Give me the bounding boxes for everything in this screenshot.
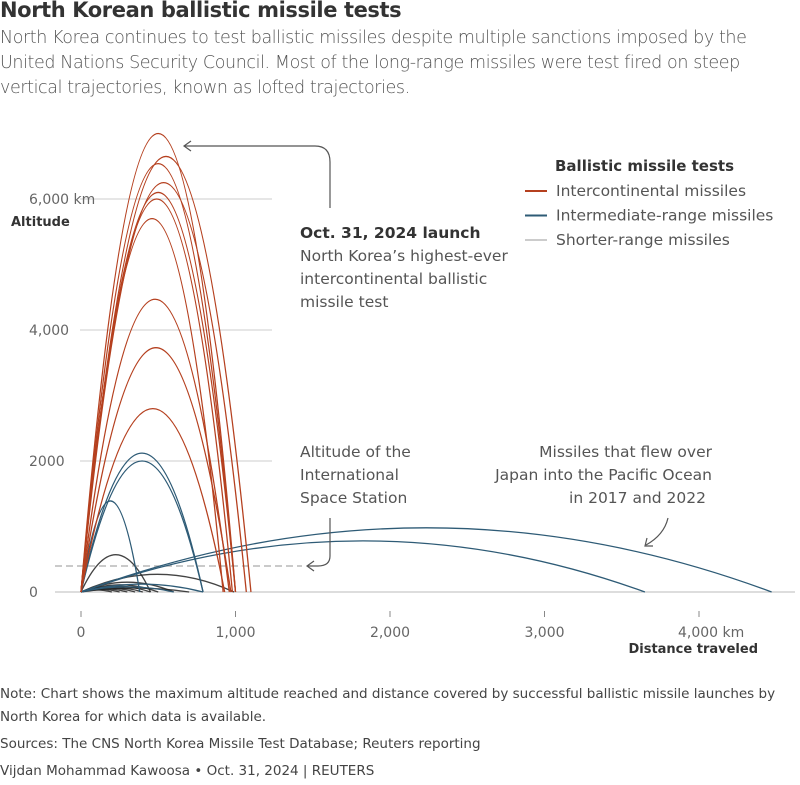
trajectory-intercontinental-missiles [80, 298, 230, 593]
legend-item: Intermediate-range missiles [556, 207, 773, 225]
trajectory-intermediate-range-missiles [80, 527, 772, 593]
japan-connector [645, 517, 669, 546]
legend: Ballistic missile tests Intercontinental… [525, 157, 773, 249]
y-tick-label: 2000 [29, 454, 65, 470]
x-tick-label: 4,000 km [678, 625, 744, 641]
highest-annotation-title: Oct. 31, 2024 launch [300, 224, 481, 242]
trajectory-intercontinental-missiles [80, 132, 237, 593]
trajectory-intercontinental-missiles [80, 407, 226, 593]
legend-title: Ballistic missile tests [555, 157, 734, 175]
x-tick-label: 0 [77, 625, 86, 641]
highest-annotation-line: missile test [300, 293, 388, 311]
trajectory-intermediate-range-missiles [80, 540, 646, 593]
sources: Sources: The CNS North Korea Missile Tes… [0, 736, 481, 752]
highest-annotation-line: intercontinental ballistic [300, 270, 487, 288]
y-axis-labels: Altitude 0 2000 4,000 6,000 km [11, 192, 95, 601]
trajectory-intercontinental-missiles [80, 182, 247, 593]
x-tick-label: 3,000 [524, 625, 564, 641]
x-axis-title: Distance traveled [628, 642, 758, 657]
y-axis-title: Altitude [11, 215, 70, 230]
iss-connector [308, 518, 331, 567]
highest-annotation-line: North Korea’s highest-ever [300, 247, 508, 265]
trajectory-shorter-range-missiles [80, 573, 235, 593]
iss-annotation-line: Space Station [300, 489, 407, 507]
trajectory-intercontinental-missiles [80, 218, 224, 593]
trajectory-intermediate-range-missiles [80, 500, 141, 593]
y-tick-label: 0 [29, 585, 38, 601]
footnote: Note: Chart shows the maximum altitude r… [0, 686, 776, 725]
trajectory-intermediate-range-missiles [80, 586, 174, 593]
trajectory-intercontinental-missiles [80, 163, 237, 593]
trajectories [80, 132, 772, 593]
y-tick-label: 4,000 [29, 323, 69, 339]
legend-item: Shorter-range missiles [556, 231, 730, 249]
byline: Vijdan Mohammad Kawoosa • Oct. 31, 2024 … [0, 763, 375, 779]
trajectory-intercontinental-missiles [80, 347, 232, 593]
y-tick-label: 6,000 km [29, 192, 95, 208]
iss-annotation-line: Altitude of the [300, 443, 411, 461]
chart-subtitle: North Korea continues to test ballistic … [0, 28, 747, 98]
x-tick-label: 1,000 [215, 625, 255, 641]
chart-title: North Korean ballistic missile tests [0, 0, 402, 22]
arrow-down-left-icon [644, 537, 653, 547]
x-axis-labels: Distance traveled 0 1,000 2,000 3,000 4,000 … [77, 611, 758, 657]
trajectory-shorter-range-missiles [80, 554, 152, 593]
highest-connector [185, 145, 331, 208]
arrow-left-icon [305, 560, 315, 572]
japan-annotation-line: in 2017 and 2022 [569, 489, 706, 507]
gridlines [80, 198, 272, 462]
missile-chart: Altitude 0 2000 4,000 6,000 km Distance tra… [11, 132, 795, 657]
x-tick-label: 2,000 [370, 625, 410, 641]
iss-annotation-line: International [300, 466, 399, 484]
japan-annotation-line: Missiles that flew over [539, 443, 712, 461]
arrow-left-icon [182, 140, 192, 152]
japan-annotation-line: Japan into the Pacific Ocean [494, 466, 712, 484]
trajectory-intermediate-range-missiles [80, 460, 204, 593]
legend-item: Intercontinental missiles [556, 182, 746, 200]
trajectory-intermediate-range-missiles [80, 452, 204, 593]
